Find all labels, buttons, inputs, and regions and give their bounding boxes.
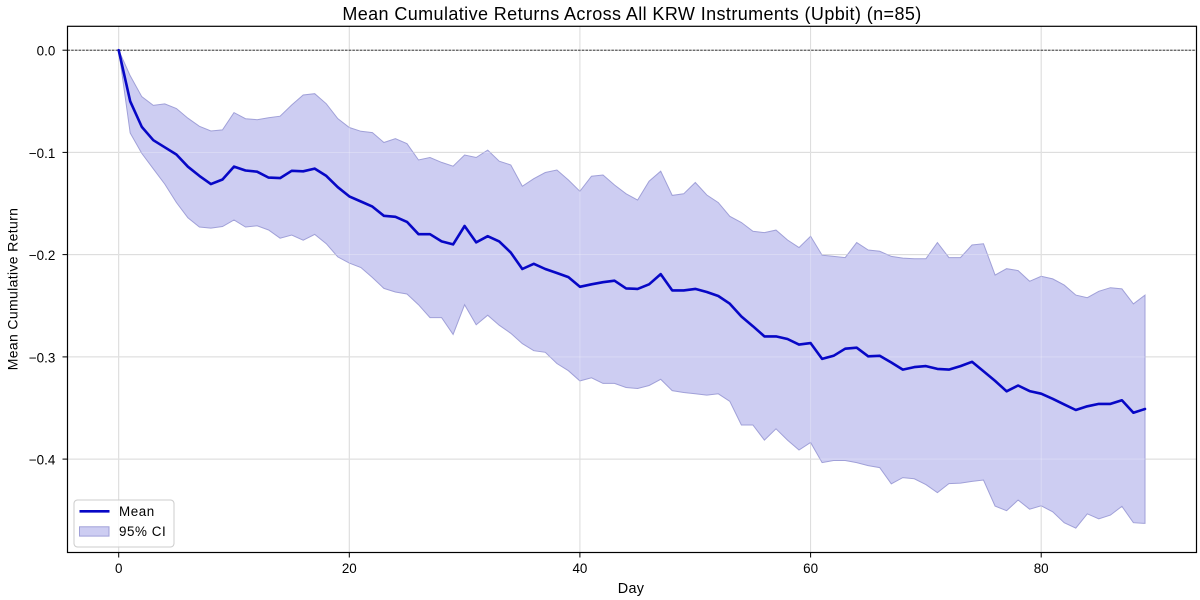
svg-text:0: 0 <box>115 561 122 576</box>
svg-text:−0.1: −0.1 <box>29 146 55 161</box>
svg-text:20: 20 <box>342 561 357 576</box>
svg-text:−0.3: −0.3 <box>29 350 55 365</box>
svg-text:60: 60 <box>803 561 818 576</box>
svg-text:−0.4: −0.4 <box>29 453 56 468</box>
svg-text:95% CI: 95% CI <box>119 524 166 539</box>
svg-text:Day: Day <box>618 581 645 597</box>
svg-text:Mean Cumulative Return: Mean Cumulative Return <box>5 208 21 371</box>
svg-text:40: 40 <box>572 561 587 576</box>
svg-text:−0.2: −0.2 <box>29 248 55 263</box>
svg-text:80: 80 <box>1034 561 1049 576</box>
svg-text:Mean Cumulative Returns Across: Mean Cumulative Returns Across All KRW I… <box>342 4 921 24</box>
svg-text:0.0: 0.0 <box>37 44 56 59</box>
svg-text:Mean: Mean <box>119 504 155 519</box>
